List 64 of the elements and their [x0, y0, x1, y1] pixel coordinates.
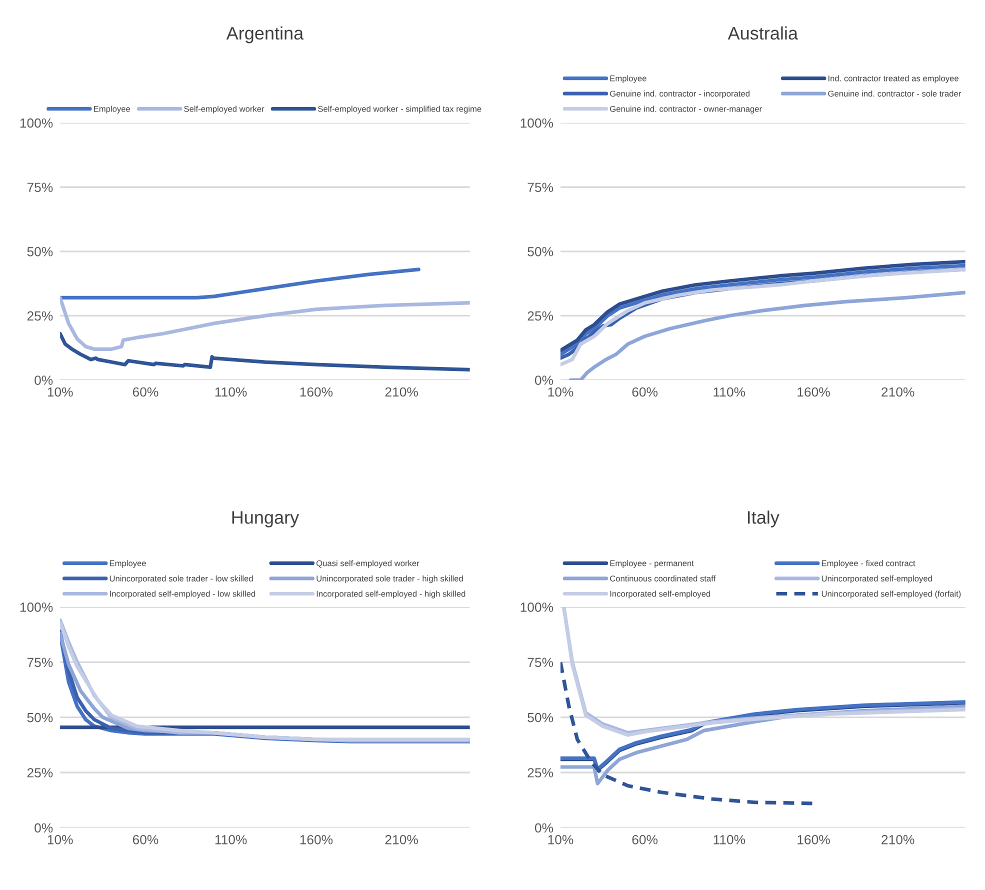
y-tick-label: 75% [27, 658, 53, 668]
x-tick-label: 110% [714, 834, 746, 844]
legend-label: Employee - fixed contract [822, 560, 916, 568]
legend-label: Unincorporated self-employed (forfait) [822, 590, 961, 598]
y-tick-label: 0% [534, 823, 554, 833]
y-tick-label: 25% [27, 311, 53, 321]
legend-label: Employee - permanent [610, 560, 694, 568]
x-tick-label: 210% [385, 834, 418, 844]
legend-label: Unincorporated sole trader - high skilled [316, 575, 463, 584]
legend-label: Genuine ind. contractor - sole trader [828, 90, 962, 97]
legend-label: Employee [110, 560, 146, 568]
x-tick-label: 10% [548, 387, 574, 397]
y-tick-label: 50% [528, 712, 554, 722]
legend-label: Incorporated self-employed - high skilled [316, 590, 466, 598]
y-tick-label: 0% [534, 376, 554, 385]
legend-label: Genuine ind. contractor - owner-manager [610, 106, 762, 114]
y-tick-label: 50% [528, 246, 554, 256]
x-tick-label: 160% [798, 834, 830, 844]
x-tick-label: 110% [714, 387, 746, 397]
legend-label: Employee [94, 106, 130, 114]
legend-label: Employee [610, 75, 646, 83]
x-tick-label: 110% [215, 834, 247, 844]
legend-label: Unincorporated sole trader - low skilled [110, 575, 253, 584]
y-tick-label: 25% [27, 768, 53, 778]
x-tick-label: 60% [632, 834, 658, 844]
legend-label: Self-employed worker [184, 106, 264, 114]
y-tick-label: 100% [20, 602, 53, 612]
y-tick-label: 50% [27, 712, 53, 722]
y-tick-label: 75% [528, 182, 554, 192]
x-tick-label: 160% [300, 387, 333, 397]
chart-title: Argentina [226, 26, 304, 44]
x-tick-label: 60% [132, 387, 158, 397]
y-tick-label: 25% [528, 311, 554, 321]
x-tick-label: 210% [385, 387, 418, 397]
x-tick-label: 60% [632, 387, 658, 397]
x-tick-label: 210% [882, 834, 914, 844]
legend-label: Quasi self-employed worker [316, 560, 420, 568]
legend-label: Ind. contractor treated as employee [828, 75, 958, 83]
y-tick-label: 100% [520, 118, 554, 128]
y-tick-label: 0% [34, 376, 53, 385]
y-tick-label: 100% [20, 118, 53, 128]
x-tick-label: 210% [882, 387, 914, 397]
x-tick-label: 10% [48, 387, 73, 397]
y-tick-label: 50% [27, 246, 53, 256]
legend-label: Incorporated self-employed [610, 590, 710, 598]
x-tick-label: 10% [48, 834, 73, 844]
chart-title: Hungary [232, 511, 300, 528]
legend-label: Incorporated self-employed - low skilled [110, 590, 256, 598]
x-tick-label: 160% [300, 834, 333, 844]
chart-title: Australia [728, 26, 798, 40]
legend-label: Self-employed worker - simplified tax regime [318, 106, 482, 114]
x-tick-label: 60% [132, 834, 158, 844]
x-tick-label: 160% [798, 387, 830, 397]
y-tick-label: 75% [27, 182, 53, 192]
chart-title: Italy [748, 510, 780, 528]
legend-label: Genuine ind. contractor - incorporated [610, 90, 750, 98]
y-tick-label: 25% [528, 768, 554, 778]
y-tick-label: 0% [34, 823, 53, 833]
y-tick-label: 100% [520, 602, 554, 612]
x-tick-label: 10% [548, 834, 574, 844]
x-tick-label: 110% [215, 387, 247, 397]
y-tick-label: 75% [528, 658, 554, 668]
legend-label: Continuous coordinated staff [610, 575, 716, 582]
legend-label: Unincorporated self-employed [822, 575, 932, 584]
